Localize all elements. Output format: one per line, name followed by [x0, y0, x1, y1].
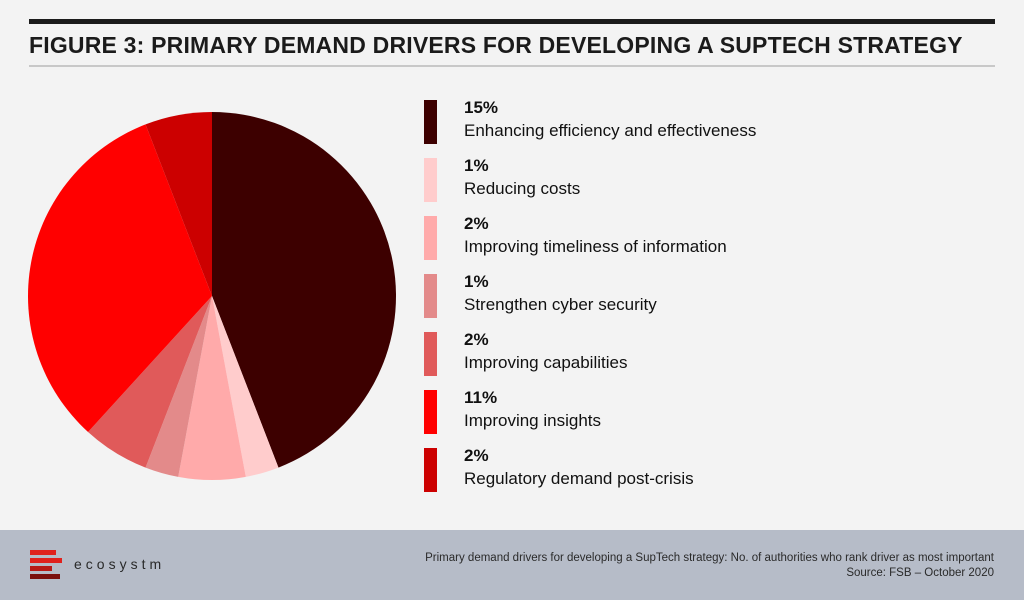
footer: ecosystm Primary demand drivers for deve…	[0, 530, 1024, 600]
source-note: Primary demand drivers for developing a …	[425, 551, 994, 581]
pie-slice-0	[212, 112, 396, 468]
legend-label: Reducing costs	[464, 179, 581, 198]
legend-label: Regulatory demand post-crisis	[464, 469, 694, 488]
brand-name: ecosystm	[74, 556, 166, 572]
legend-value: 1%	[464, 156, 489, 175]
pie-chart	[28, 112, 396, 481]
title-divider	[29, 65, 995, 67]
chart-title: FIGURE 3: PRIMARY DEMAND DRIVERS FOR DEV…	[29, 32, 963, 58]
legend-value: 1%	[464, 272, 489, 291]
legend-swatch	[424, 158, 437, 202]
legend-value: 2%	[464, 214, 489, 233]
top-rule	[29, 19, 995, 24]
legend-label: Enhancing efficiency and effectiveness	[464, 121, 757, 140]
source-description: Primary demand drivers for developing a …	[425, 552, 994, 564]
legend-value: 11%	[464, 388, 498, 407]
legend-swatch	[424, 332, 437, 376]
legend-swatch	[424, 216, 437, 260]
legend-label: Improving timeliness of information	[464, 237, 727, 256]
pie-slice-1	[212, 296, 279, 477]
pie-slice-4	[88, 296, 212, 468]
pie-slice-6	[145, 112, 212, 296]
legend-swatch	[424, 390, 437, 434]
legend-value: 2%	[464, 330, 489, 349]
pie-slice-2	[178, 296, 246, 481]
legend-label: Strengthen cyber security	[464, 295, 657, 314]
source-citation: Source: FSB – October 2020	[846, 567, 994, 579]
legend-swatch	[424, 100, 437, 144]
legend-value: 15%	[464, 98, 499, 117]
legend-value: 2%	[464, 446, 489, 465]
pie-slice-5	[28, 124, 212, 432]
legend-swatch	[424, 448, 437, 492]
legend-label: Improving insights	[464, 411, 602, 430]
ecosystm-logo-icon	[30, 550, 62, 580]
pie-slice-3	[145, 296, 212, 477]
legend-swatch	[424, 274, 437, 318]
legend-label: Improving capabilities	[464, 353, 628, 372]
